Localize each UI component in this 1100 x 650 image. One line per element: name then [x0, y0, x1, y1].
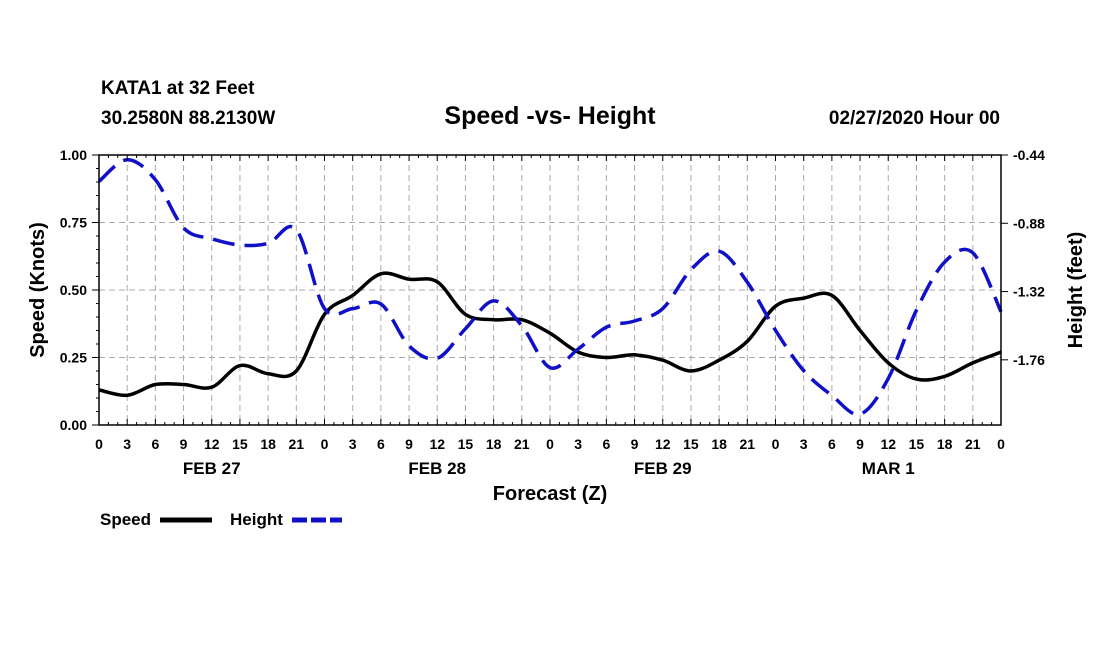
date-label: FEB 28: [408, 459, 466, 478]
x-tick-label: 6: [602, 436, 610, 452]
y-left-tick-label: 1.00: [60, 147, 87, 163]
x-tick-label: 18: [260, 436, 276, 452]
station-label: KATA1 at 32 Feet: [101, 78, 255, 99]
y-axis-right-label: Height (feet): [1065, 232, 1087, 349]
date-label: FEB 29: [634, 459, 692, 478]
x-tick-label: 9: [405, 436, 413, 452]
coords-label: 30.2580N 88.2130W: [101, 108, 275, 129]
x-tick-label: 21: [289, 436, 305, 452]
x-tick-label: 6: [828, 436, 836, 452]
x-tick-label: 0: [321, 436, 329, 452]
x-tick-label: 15: [458, 436, 474, 452]
x-tick-label: 12: [204, 436, 220, 452]
x-tick-label: 21: [965, 436, 981, 452]
x-tick-label: 3: [123, 436, 131, 452]
legend-height-label: Height: [230, 510, 283, 529]
y-right-tick-label: -0.44: [1013, 147, 1045, 163]
y-left-tick-label: 0.00: [60, 417, 87, 433]
x-tick-label: 9: [856, 436, 864, 452]
x-tick-label: 6: [377, 436, 385, 452]
run-time-label: 02/27/2020 Hour 00: [829, 108, 1000, 129]
y-right-tick-label: -1.32: [1013, 284, 1045, 300]
x-tick-label: 0: [997, 436, 1005, 452]
series-layer: [97, 157, 1003, 417]
x-tick-label: 21: [514, 436, 530, 452]
x-tick-label: 3: [574, 436, 582, 452]
legend: Speed Height: [100, 510, 342, 529]
x-tick-label: 18: [486, 436, 502, 452]
y-left-tick-label: 0.50: [60, 282, 87, 298]
x-tick-label: 3: [800, 436, 808, 452]
x-axis-label: Forecast (Z): [493, 483, 607, 505]
grid-lines: [99, 155, 1001, 425]
x-tick-label: 15: [232, 436, 248, 452]
x-tick-label: 12: [429, 436, 445, 452]
x-tick-label: 15: [683, 436, 699, 452]
x-tick-label: 0: [95, 436, 103, 452]
x-tick-label: 9: [180, 436, 188, 452]
x-tick-label: 0: [772, 436, 780, 452]
y-axis-left-label: Speed (Knots): [27, 222, 49, 358]
date-label: FEB 27: [183, 459, 241, 478]
x-tick-label: 9: [631, 436, 639, 452]
series-height-line: [97, 157, 1003, 417]
x-tick-label: 12: [880, 436, 896, 452]
x-tick-label: 6: [151, 436, 159, 452]
y-left-tick-label: 0.25: [60, 350, 87, 366]
y-right-tick-label: -0.88: [1013, 215, 1045, 231]
date-label: MAR 1: [862, 459, 915, 478]
y-right-tick-label: -1.76: [1013, 352, 1045, 368]
x-tick-label: 0: [546, 436, 554, 452]
chart-title: Speed -vs- Height: [444, 102, 656, 130]
legend-speed-label: Speed: [100, 510, 151, 529]
y-left-tick-label: 0.75: [60, 215, 87, 231]
x-tick-label: 18: [711, 436, 727, 452]
x-tick-label: 3: [349, 436, 357, 452]
axes: 0 3 6 9 12 15 18 21 0 3 6 9 12 15 18 21 0 3 6 9 12 15 18 21 0 3 6 9…: [60, 147, 1045, 478]
x-tick-label: 21: [740, 436, 756, 452]
x-tick-label: 12: [655, 436, 671, 452]
x-tick-label: 15: [909, 436, 925, 452]
series-speed-line: [98, 271, 1002, 398]
x-tick-label: 18: [937, 436, 953, 452]
